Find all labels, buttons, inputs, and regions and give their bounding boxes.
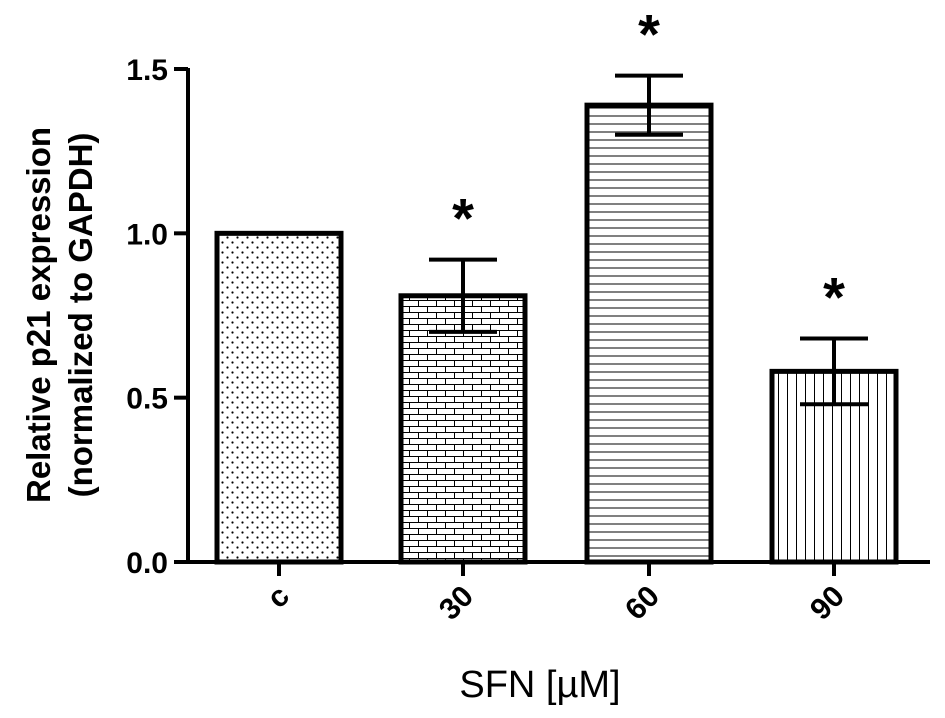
x-tick-label: 30: [433, 580, 480, 627]
x-tick-label: 90: [804, 580, 851, 627]
significance-star: *: [638, 3, 660, 66]
y-ticks: 0.0 0.5 1.0 1.5: [126, 54, 188, 580]
y-tick-label: 0.5: [126, 383, 168, 416]
y-axis-label-line2: (normalized to GAPDH): [62, 133, 99, 498]
x-ticks: c 30 60 90: [261, 562, 851, 627]
significance-star: *: [823, 266, 845, 329]
y-tick-label: 1.5: [126, 54, 168, 87]
bar-60: [584, 102, 714, 565]
bar-30: [398, 293, 528, 565]
y-tick-label: 0.0: [126, 547, 168, 580]
bars: [214, 102, 899, 565]
y-axis-label-line1: Relative p21 expression: [20, 127, 57, 503]
significance-markers: * * *: [452, 3, 845, 329]
error-bars: [429, 73, 868, 407]
x-axis-label: SFN [µM]: [459, 664, 620, 706]
significance-star: *: [452, 187, 474, 250]
y-tick-label: 1.0: [126, 218, 168, 251]
x-tick-label: 60: [619, 580, 666, 627]
bar-c: [214, 230, 344, 565]
x-tick-label: c: [261, 580, 296, 615]
